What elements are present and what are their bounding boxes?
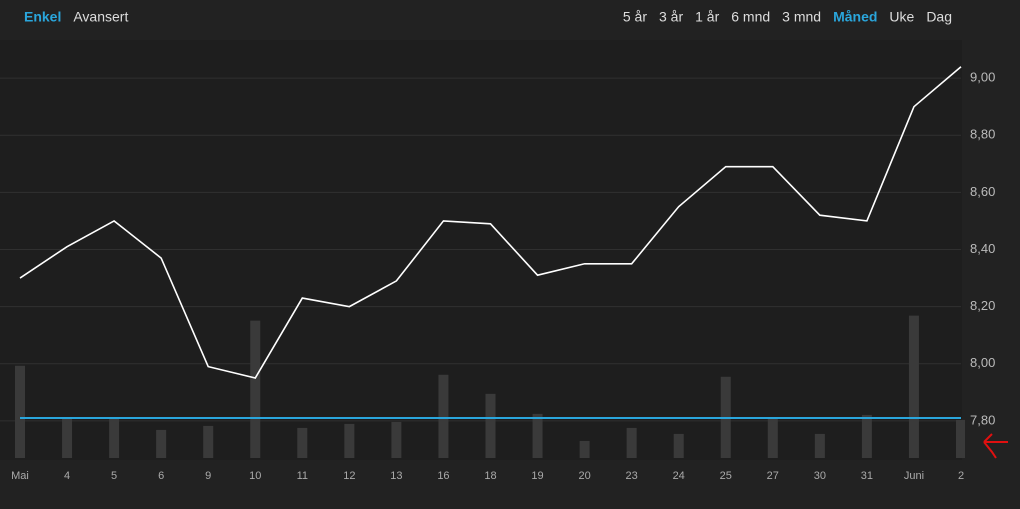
- x-tick-label: 24: [673, 470, 685, 482]
- x-tick-label: 11: [297, 470, 308, 482]
- toolbar-button[interactable]: 3 mnd: [782, 9, 821, 25]
- volume-bar: [438, 374, 449, 458]
- x-tick-label: 6: [158, 470, 164, 482]
- volume-bar: [344, 423, 355, 458]
- y-tick-label: 8,60: [970, 184, 995, 199]
- x-tick-label: 16: [437, 470, 449, 482]
- x-tick-label: Mai: [11, 470, 29, 482]
- volume-bar: [485, 393, 496, 458]
- volume-bar: [15, 365, 25, 458]
- x-tick-label: 23: [626, 470, 638, 482]
- y-tick-label: 8,00: [970, 355, 995, 370]
- y-tick-label: 8,20: [970, 298, 995, 313]
- volume-bar: [532, 413, 543, 458]
- volume-bar: [297, 427, 308, 458]
- volume-bar: [767, 417, 778, 458]
- x-tick-label: 9: [205, 470, 211, 482]
- x-tick-label: 30: [814, 470, 826, 482]
- y-tick-label: 9,00: [970, 70, 995, 85]
- toolbar-button[interactable]: Dag: [926, 9, 952, 25]
- volume-bar: [156, 429, 167, 458]
- volume-bar: [62, 417, 73, 458]
- volume-bar: [203, 425, 214, 458]
- x-tick-label: 12: [343, 470, 355, 482]
- volume-bar: [250, 320, 261, 458]
- volume-bar: [391, 421, 402, 458]
- y-tick-label: 8,80: [970, 127, 995, 142]
- toolbar-button[interactable]: Måned: [833, 9, 877, 25]
- x-tick-label: 4: [64, 470, 70, 482]
- x-tick-label: Juni: [904, 470, 924, 482]
- y-tick-label: 7,80: [970, 412, 995, 427]
- volume-bar: [626, 427, 637, 458]
- toolbar-button[interactable]: Uke: [889, 9, 914, 25]
- volume-bar: [673, 433, 684, 458]
- toolbar-button[interactable]: 1 år: [695, 9, 719, 25]
- toolbar-button[interactable]: 6 mnd: [731, 9, 770, 25]
- x-tick-label: 20: [578, 470, 590, 482]
- x-tick-label: 27: [767, 470, 779, 482]
- volume-bar: [956, 419, 965, 458]
- volume-bar: [814, 433, 825, 458]
- toolbar-button[interactable]: Enkel: [24, 9, 61, 25]
- volume-bar: [579, 440, 590, 458]
- volume-bar: [861, 414, 872, 458]
- y-tick-label: 8,40: [970, 241, 995, 256]
- toolbar-button[interactable]: 5 år: [623, 9, 647, 25]
- x-tick-label: 19: [531, 470, 543, 482]
- volume-bar: [908, 315, 919, 458]
- x-tick-label: 18: [484, 470, 496, 482]
- x-tick-label: 10: [249, 470, 261, 482]
- x-tick-label: 2: [958, 470, 964, 482]
- toolbar-button[interactable]: Avansert: [73, 9, 128, 25]
- arrow-annotation: [983, 433, 1008, 459]
- x-tick-label: 5: [111, 470, 117, 482]
- x-tick-label: 13: [390, 470, 402, 482]
- x-tick-label: 31: [861, 470, 873, 482]
- toolbar-button[interactable]: 3 år: [659, 9, 683, 25]
- x-tick-label: 25: [720, 470, 732, 482]
- price-line: [19, 66, 962, 379]
- volume-bar: [109, 417, 120, 458]
